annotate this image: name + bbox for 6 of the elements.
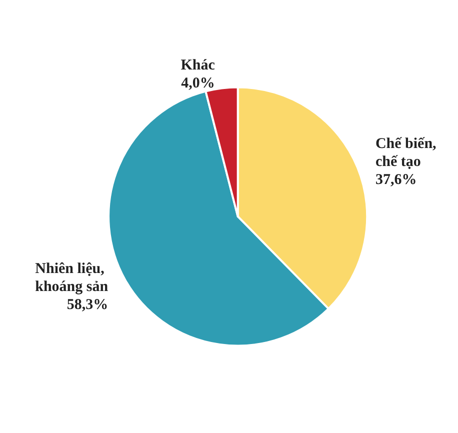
slice-label: Chế biến, chế tạo [375, 136, 440, 170]
data-label: 4,0% [181, 75, 215, 92]
data-label: 58,3% [66, 296, 108, 313]
data-label: 37,6% [375, 172, 417, 188]
slice-label: Khác [180, 57, 216, 74]
slice-label: Nhiên liệu, khoáng sản [35, 260, 109, 295]
